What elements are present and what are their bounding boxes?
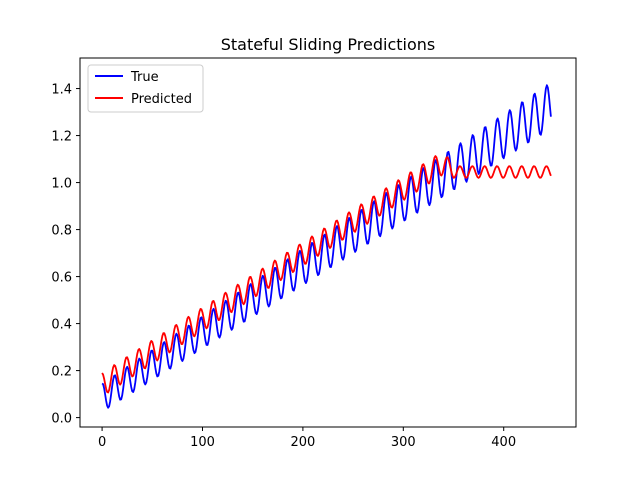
y-axis: 0.0 0.2 0.4 0.6 0.8 1.0 1.2 1.4 [51,83,80,427]
x-axis: 0 100 200 300 400 [98,427,516,450]
y-tick-label: 0.4 [51,318,72,333]
y-tick-label: 1.4 [51,83,72,98]
chart-title: Stateful Sliding Predictions [221,35,436,54]
plot-area: 0 100 200 300 400 0.0 0.2 0.4 0.6 0.8 1.0 1.2 1.4 [51,57,577,450]
legend-label-true: True [130,70,159,85]
y-tick-label: 0.8 [51,224,72,239]
x-tick-label: 200 [290,435,315,450]
legend-label-predicted: Predicted [131,92,192,107]
x-tick-label: 300 [391,435,416,450]
y-tick-label: 1.0 [51,177,72,192]
y-tick-label: 1.2 [51,130,72,145]
y-tick-label: 0.2 [51,365,72,380]
series-group [101,84,552,409]
y-tick-label: 0.0 [51,412,72,427]
legend: True Predicted [87,64,204,113]
x-tick-label: 0 [98,435,106,450]
series-line-predicted [101,155,552,394]
y-tick-label: 0.6 [51,271,72,286]
x-tick-label: 100 [190,435,215,450]
series-line-true [101,84,552,409]
x-tick-label: 400 [491,435,516,450]
